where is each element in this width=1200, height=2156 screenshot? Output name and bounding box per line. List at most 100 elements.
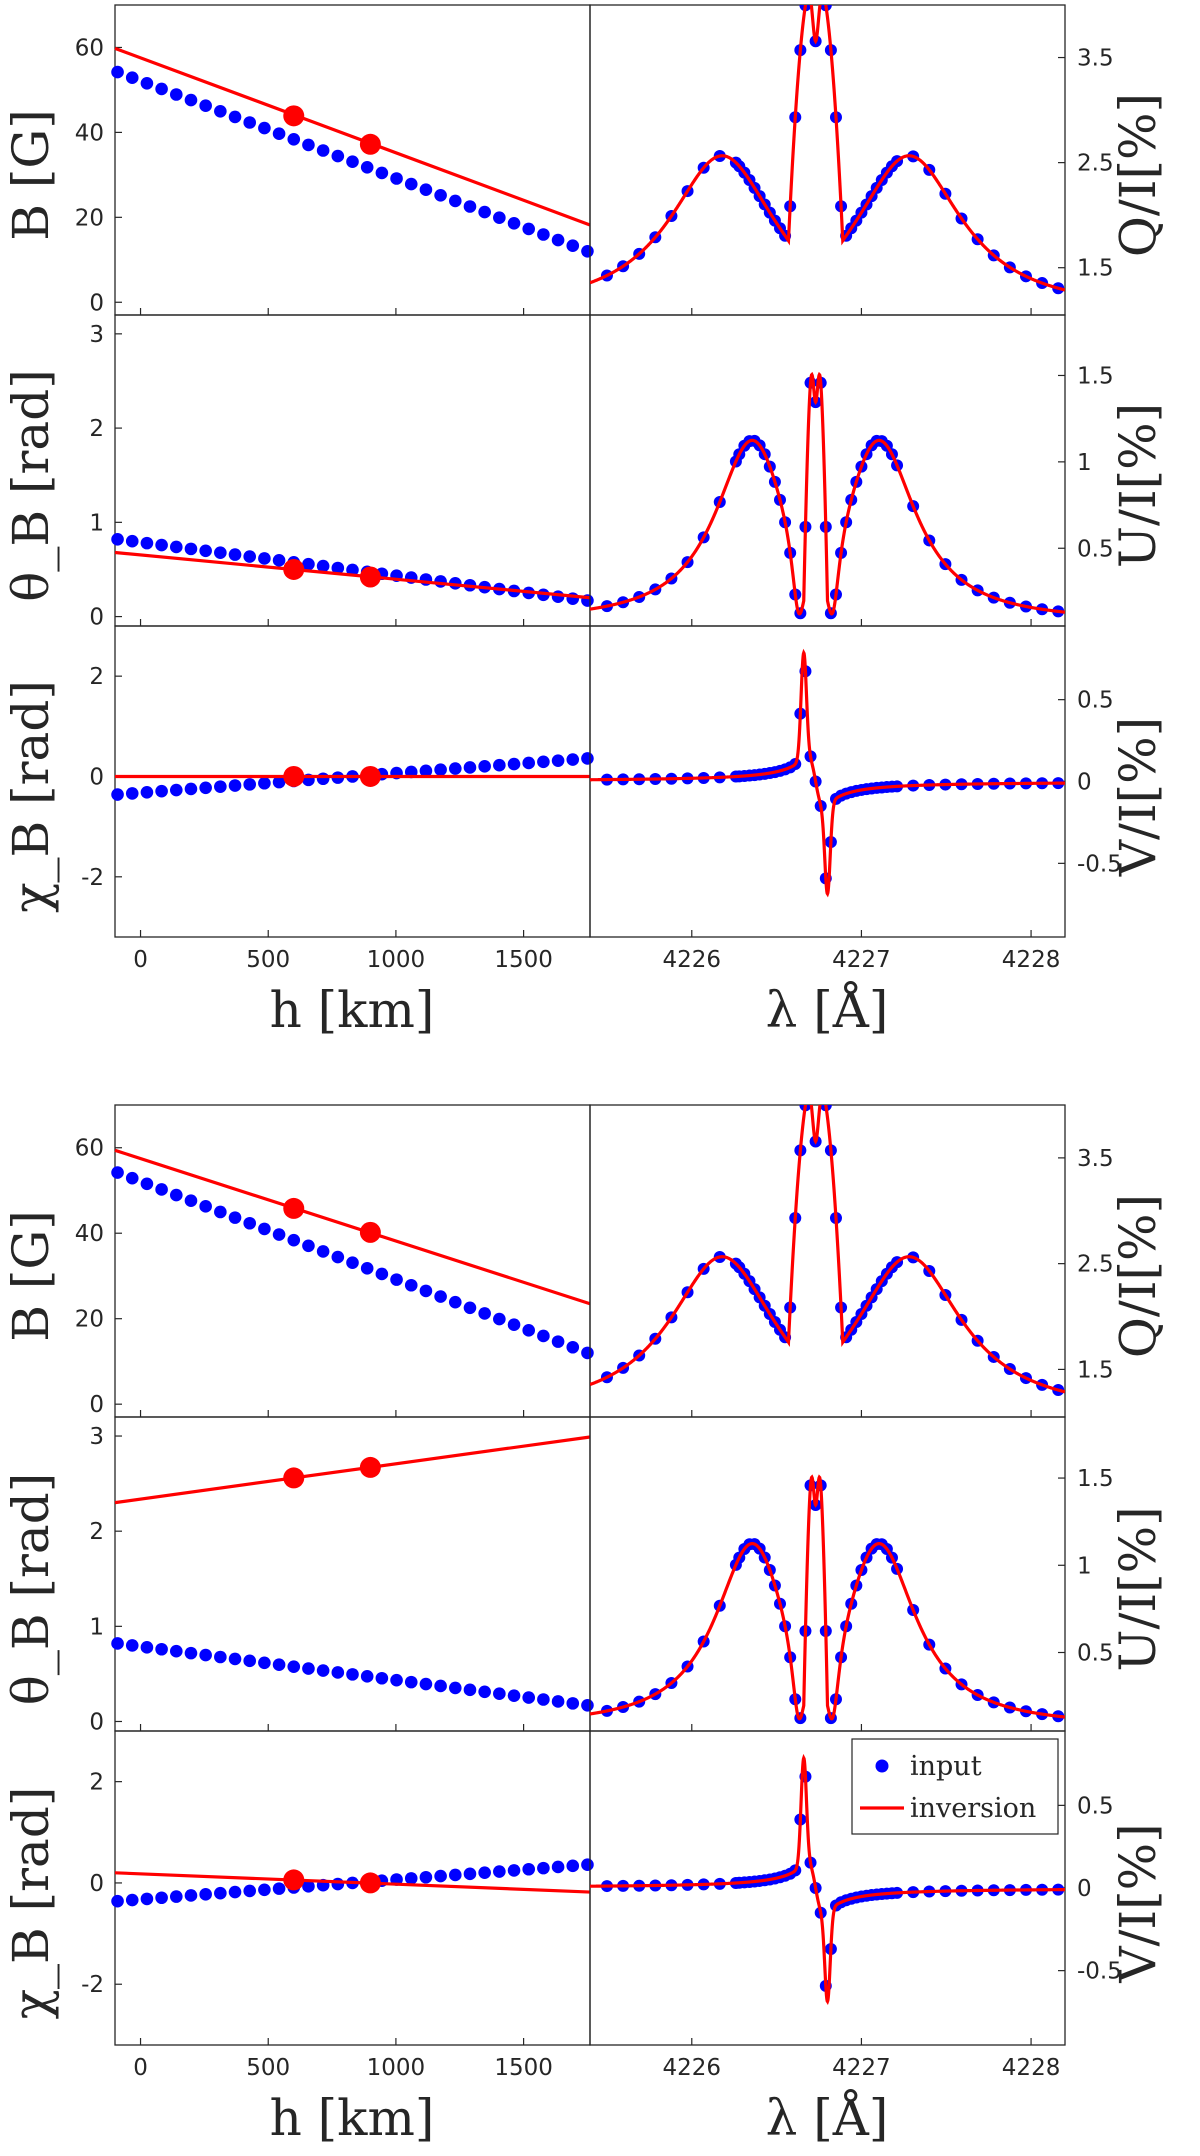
input-point [805, 1093, 817, 1105]
input-point [169, 1644, 183, 1658]
y-tick-label: 20 [75, 1307, 104, 1333]
input-point [125, 1639, 139, 1652]
input-point [375, 1671, 389, 1685]
inversion-line [114, 46, 591, 227]
input-point [434, 1290, 447, 1303]
y-tick-label: 0 [89, 290, 104, 316]
input-point [507, 757, 521, 771]
ylabel-Q: Q/I[%] [1109, 93, 1167, 257]
input-point [537, 1329, 550, 1343]
input-point [199, 1648, 212, 1662]
input-point [243, 1654, 257, 1668]
input-point [243, 1216, 257, 1230]
input-point [140, 785, 154, 799]
input-point [375, 166, 389, 180]
input-point [346, 1668, 359, 1681]
ylabel-U: U/I[%] [1109, 403, 1167, 568]
input-point [316, 1245, 330, 1258]
y-tick-label: 40 [75, 1221, 104, 1247]
input-point [140, 1177, 154, 1191]
inversion-node [359, 1456, 381, 1478]
y-tick-label: 2.5 [1077, 1252, 1114, 1278]
inversion-node [359, 1221, 381, 1243]
panel-chi-height: -2 0 2 χ_B [rad] [2, 1730, 594, 2046]
input-point [272, 1882, 286, 1895]
input-point [243, 116, 257, 129]
input-point [258, 776, 271, 790]
ylabel-V: V/I[%] [1109, 717, 1167, 877]
x-tick-label: 500 [246, 947, 290, 973]
curve-group [590, 1753, 1065, 2005]
inversion-line [114, 550, 591, 600]
input-point [507, 1318, 521, 1332]
input-point [463, 200, 477, 213]
y-tick-label: 0.5 [1077, 536, 1114, 562]
input-point [522, 1324, 536, 1337]
input-point [493, 1687, 506, 1701]
input-point [463, 1867, 477, 1881]
y-tick-label: -0.5 [1077, 851, 1122, 877]
y-tick-label: 60 [75, 1136, 104, 1162]
inversion-node [359, 765, 381, 787]
panel-V-profile: -0.5 0 0.5 V/I[%] [589, 625, 1167, 938]
inversion-line [590, 648, 1065, 898]
y-tick-label: 0 [89, 764, 104, 790]
input-point [346, 1256, 359, 1270]
input-point [820, 5, 822, 6]
input-point [419, 1284, 433, 1298]
inversion-node [283, 1197, 305, 1219]
input-point [140, 76, 154, 90]
input-point [316, 144, 330, 157]
y-tick-label: 3 [89, 1424, 104, 1450]
input-point [331, 561, 345, 575]
input-point [507, 217, 521, 230]
input-point [214, 1650, 227, 1664]
input-point [522, 222, 536, 236]
input-point [493, 1865, 506, 1878]
inversion-node [283, 765, 305, 787]
curve-group [590, 5, 1065, 295]
y-tick-label: 1.5 [1077, 256, 1114, 282]
y-tick-label: 60 [75, 35, 104, 61]
input-point [493, 758, 506, 772]
input-point [551, 233, 565, 247]
legend-inversion-label: inversion [910, 1793, 1036, 1824]
input-point [507, 1864, 521, 1877]
ylabel-B: B [G] [2, 1210, 60, 1342]
ylabel-theta: θ_B [rad] [2, 1473, 60, 1705]
input-point [243, 1884, 257, 1898]
input-point [287, 1233, 301, 1247]
legend-input-label: input [910, 1751, 982, 1782]
panel-B-height: 0 20 40 60 B [G] [2, 1104, 594, 1418]
input-point [478, 205, 491, 219]
ylabel-U: U/I[%] [1109, 1506, 1167, 1671]
ylabel-V: V/I[%] [1109, 1823, 1167, 1983]
input-point [419, 1677, 433, 1691]
input-point [390, 1273, 403, 1286]
input-point [199, 99, 212, 112]
input-point [375, 1267, 389, 1281]
input-point [478, 1866, 491, 1879]
panel-frame [114, 1416, 591, 1732]
input-point [316, 772, 330, 786]
input-point [434, 575, 447, 588]
x-tick-label: 4227 [832, 2055, 891, 2081]
input-point [537, 755, 550, 769]
inversion-line [590, 1474, 1065, 1721]
input-point [493, 1312, 506, 1326]
input-point [184, 1194, 198, 1208]
input-point [390, 1673, 403, 1687]
input-point [566, 239, 580, 253]
input-point [360, 160, 374, 174]
xlabel-wavelength: λ [Å] [766, 980, 889, 1039]
input-point [809, 5, 812, 6]
input-point [360, 1670, 374, 1683]
input-point [287, 1660, 301, 1673]
y-tick-label: 0 [89, 1392, 104, 1418]
inversion-node [283, 1869, 305, 1891]
x-tick-label: 0 [133, 2055, 148, 2081]
input-point [140, 1892, 154, 1906]
x-tick-label: 1500 [494, 947, 553, 973]
input-point [228, 779, 242, 792]
input-point [463, 1301, 477, 1315]
